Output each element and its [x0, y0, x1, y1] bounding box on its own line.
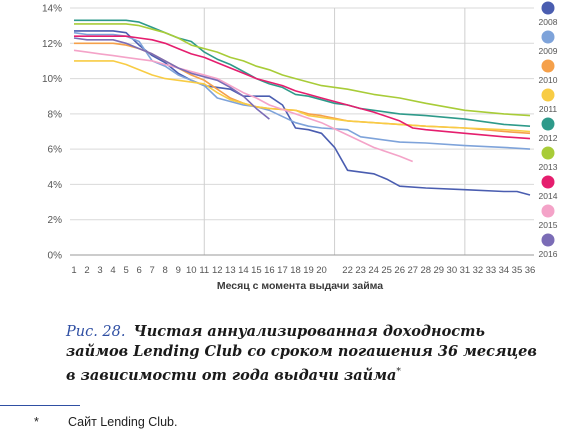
legend-marker-2008 [541, 1, 555, 15]
legend-label: 2014 [539, 191, 558, 201]
legend-label: 2011 [539, 104, 558, 114]
legend-marker-2014 [541, 175, 555, 189]
x-tick-label: 18 [290, 265, 301, 276]
legend-label: 2013 [539, 162, 558, 172]
x-tick-label: 29 [434, 265, 445, 276]
x-tick-label: 10 [186, 265, 197, 276]
footnote: * Сайт Lending Club. [0, 415, 561, 435]
y-tick-label: 10% [42, 74, 62, 85]
x-tick-label: 26 [394, 265, 405, 276]
x-tick-label: 5 [123, 265, 128, 276]
x-tick-label: 30 [447, 265, 458, 276]
x-tick-label: 22 [342, 265, 353, 276]
legend-label: 2016 [539, 249, 558, 259]
legend-marker-2015 [541, 204, 555, 218]
legend-marker-2016 [541, 233, 555, 247]
x-tick-label: 31 [460, 265, 471, 276]
x-tick-label: 24 [368, 265, 379, 276]
x-tick-label: 7 [150, 265, 155, 276]
footnote-mark: * [34, 415, 39, 429]
legend-label: 2008 [539, 17, 558, 27]
legend-label: 2015 [539, 220, 558, 230]
series-line-2008 [74, 30, 531, 196]
y-axis-ticks: 0% 2% 4% 6% 8% 10% 12% 14% [42, 4, 62, 262]
series-line-2011 [74, 60, 531, 133]
y-tick-label: 14% [42, 4, 62, 15]
legend-marker-2010 [541, 59, 555, 73]
x-tick-label: 25 [381, 265, 392, 276]
x-tick-label: 6 [136, 265, 141, 276]
x-tick-label: 15 [251, 265, 262, 276]
y-tick-label: 8% [48, 109, 63, 120]
x-tick-label: 20 [316, 265, 327, 276]
series-line-2009 [73, 31, 531, 150]
x-tick-label: 27 [407, 265, 418, 276]
y-tick-label: 0% [48, 251, 63, 262]
x-tick-label: 13 [225, 265, 236, 276]
caption-footnote-mark: * [396, 367, 401, 377]
x-axis-label: Месяц с момента выдачи займа [217, 280, 383, 292]
x-tick-label: 16 [264, 265, 275, 276]
legend-marker-2011 [541, 88, 555, 102]
series-line-2010 [74, 42, 531, 135]
x-tick-label: 9 [176, 265, 181, 276]
x-tick-label: 4 [110, 265, 115, 276]
x-axis-ticks: 1 2 3 4 5 6 7 8 9 10 11 12 13 14 15 16 17 18 19 20 22 23 24 25 2… [71, 265, 535, 276]
figure-number: Рис. 28. [66, 324, 126, 340]
legend-marker-2009 [541, 30, 555, 44]
chart: 0%2%4%6%8%10%12%14% 1 2 3 4 5 6 7 8 9 10 11 12 13 14 1… [42, 1, 558, 292]
series-line-2014 [74, 35, 531, 140]
x-tick-label: 28 [420, 265, 431, 276]
legend-label: 2012 [539, 133, 558, 143]
gridlines [70, 7, 534, 255]
x-tick-label: 34 [499, 265, 510, 276]
x-tick-label: 35 [512, 265, 523, 276]
x-tick-label: 1 [71, 265, 76, 276]
figure-caption-text: Чистая аннуализированная доходность займ… [66, 323, 537, 384]
x-tick-label: 23 [355, 265, 366, 276]
series-line-2013 [74, 23, 531, 117]
figure-caption: Рис. 28. Чистая аннуализированная доходно… [66, 322, 546, 386]
x-tick-label: 14 [238, 265, 249, 276]
series-line-2016 [73, 37, 270, 120]
legend-label: 2010 [539, 75, 558, 85]
x-tick-label: 8 [163, 265, 168, 276]
x-tick-label: 36 [525, 265, 536, 276]
legend: 2008 2009 2010 2011 2012 2013 2014 2015 2016 [539, 1, 558, 259]
x-tick-label: 2 [84, 265, 89, 276]
x-tick-label: 12 [212, 265, 223, 276]
y-tick-label: 2% [48, 215, 63, 226]
series-lines [73, 19, 531, 196]
footnote-divider [0, 405, 80, 406]
footnote-text: Сайт Lending Club. [68, 415, 178, 429]
x-tick-label: 32 [473, 265, 484, 276]
legend-label: 2009 [539, 46, 558, 56]
y-tick-label: 6% [48, 145, 63, 156]
legend-marker-2013 [541, 146, 555, 160]
x-tick-label: 3 [97, 265, 102, 276]
y-tick-label: 4% [48, 180, 63, 191]
y-tick-label: 12% [42, 39, 62, 50]
x-tick-label: 11 [199, 265, 209, 276]
x-tick-label: 19 [303, 265, 314, 276]
series-line-2015 [73, 49, 414, 163]
legend-marker-2012 [541, 117, 555, 131]
x-tick-label: 33 [486, 265, 497, 276]
x-tick-label: 17 [277, 265, 288, 276]
